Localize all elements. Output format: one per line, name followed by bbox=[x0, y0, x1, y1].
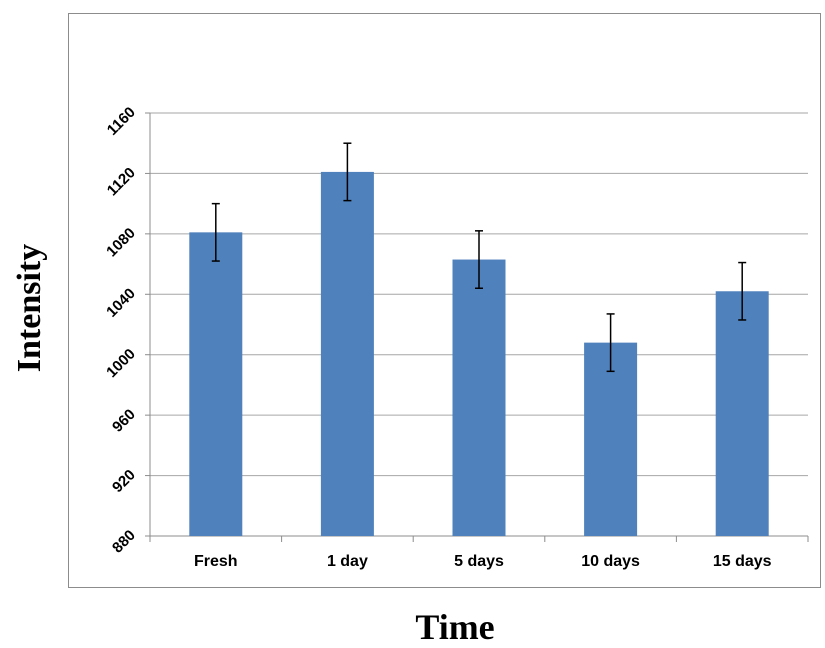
bar bbox=[584, 342, 638, 536]
x-axis-label: Time bbox=[415, 607, 495, 647]
bar bbox=[320, 171, 374, 537]
y-tick-label: 1160 bbox=[104, 104, 139, 139]
x-tick-label: 1 day bbox=[327, 553, 368, 570]
x-tick-label: 15 days bbox=[713, 553, 772, 570]
y-tick-label: 1000 bbox=[103, 346, 139, 382]
bar bbox=[715, 291, 769, 536]
y-tick-label: 920 bbox=[109, 466, 139, 496]
y-tick-label: 1120 bbox=[104, 164, 139, 199]
x-tick-label: 10 days bbox=[581, 553, 640, 570]
bar bbox=[452, 259, 506, 536]
chart-frame bbox=[68, 13, 821, 588]
y-axis-label: Intensity bbox=[11, 243, 48, 373]
y-tick-label: 960 bbox=[109, 406, 139, 436]
bar bbox=[189, 232, 243, 536]
y-tick-label: 880 bbox=[109, 527, 139, 557]
x-tick-label: Fresh bbox=[194, 553, 238, 570]
y-tick-label: 1080 bbox=[103, 225, 139, 261]
y-tick-label: 1040 bbox=[103, 285, 139, 321]
x-tick-label: 5 days bbox=[454, 553, 504, 570]
